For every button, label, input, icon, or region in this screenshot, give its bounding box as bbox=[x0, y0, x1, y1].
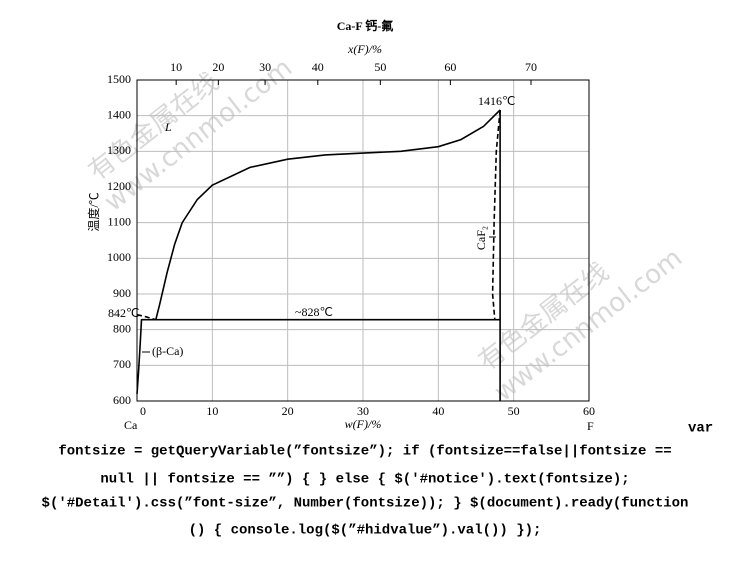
x-tick-label: 20 bbox=[282, 404, 294, 418]
y-tick-label: 1300 bbox=[107, 143, 131, 157]
y-tick-label: 1200 bbox=[107, 179, 131, 193]
code-text: () { console.log($(”#hidvalue”).val()) }… bbox=[189, 523, 542, 539]
annotation: (β-Ca) bbox=[152, 344, 183, 358]
y-tick-label: 1500 bbox=[107, 72, 131, 86]
x-tick-label: 60 bbox=[583, 404, 595, 418]
phase-boundary bbox=[491, 109, 501, 320]
annotation: Ca bbox=[124, 418, 138, 432]
code-text: var bbox=[688, 421, 713, 437]
x2-tick-label: 70 bbox=[525, 60, 537, 74]
annotation: L bbox=[164, 120, 172, 134]
y-tick-label: 600 bbox=[113, 393, 131, 407]
x2-tick-label: 30 bbox=[259, 60, 271, 74]
phase-boundary bbox=[155, 109, 501, 320]
code-text: $('#Detail').css(”font-size”, Number(fon… bbox=[42, 496, 689, 512]
x2-tick-label: 50 bbox=[374, 60, 386, 74]
annotation: F bbox=[587, 419, 594, 433]
annotation: 1416℃ bbox=[478, 94, 515, 108]
y-tick-label: 900 bbox=[113, 286, 131, 300]
x-tick-label: 0 bbox=[140, 404, 146, 418]
annotation: CaF₂ bbox=[474, 226, 488, 250]
x2-tick-label: 20 bbox=[212, 60, 224, 74]
phase-boundary bbox=[136, 319, 143, 394]
y-tick-label: 800 bbox=[113, 321, 131, 335]
annotation: ~828℃ bbox=[295, 305, 333, 319]
code-text: fontsize = getQueryVariable(”fontsize”);… bbox=[58, 444, 671, 460]
x-tick-label: 50 bbox=[508, 404, 520, 418]
y-tick-label: 700 bbox=[113, 357, 131, 371]
code-text: null || fontsize == ””) { } else { $('#n… bbox=[100, 472, 629, 488]
x2-tick-label: 10 bbox=[170, 60, 182, 74]
x-axis-label: w(F)/% bbox=[345, 417, 382, 431]
x-tick-label: 30 bbox=[357, 404, 369, 418]
phase-boundary bbox=[136, 313, 157, 321]
y-axis-label: 温度/℃ bbox=[86, 192, 101, 231]
x2-tick-label: 40 bbox=[312, 60, 324, 74]
annotation: 842℃ bbox=[108, 306, 139, 320]
x-tick-label: 10 bbox=[206, 404, 218, 418]
x-tick-label: 40 bbox=[432, 404, 444, 418]
x2-axis-label: x(F)/% bbox=[347, 42, 382, 56]
y-tick-label: 1100 bbox=[107, 214, 131, 228]
y-tick-label: 1400 bbox=[107, 107, 131, 121]
plot-frame bbox=[136, 79, 590, 402]
x2-tick-label: 60 bbox=[444, 60, 456, 74]
chart-title: Ca-F 钙-氟 bbox=[337, 18, 394, 33]
y-tick-label: 1000 bbox=[107, 250, 131, 264]
